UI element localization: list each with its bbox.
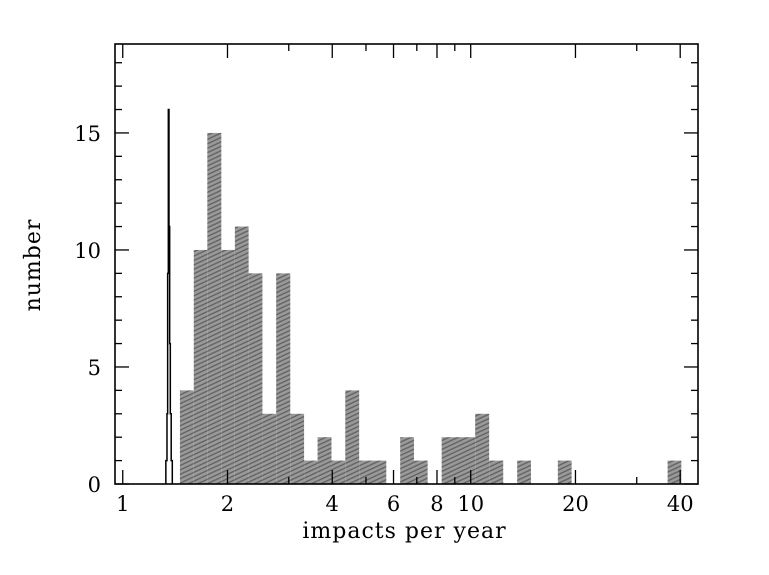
x-axis-title: impacts per year [302,519,506,544]
histogram-bar [413,460,428,484]
x-tick-label: 8 [430,492,443,516]
y-tick-label: 15 [74,122,101,146]
y-tick-label: 0 [88,473,101,497]
outline-histogram-line [165,108,174,484]
histogram-bar [517,460,531,484]
histogram-bar [489,460,504,484]
x-tick-label: 4 [326,492,339,516]
y-axis-title: number [21,219,46,312]
histogram-bar [276,273,291,484]
histogram-bar [179,390,194,484]
histogram-bar [207,132,222,485]
histogram-bar [234,226,249,484]
tick-labels: 1 2 4 6 8 10 20 40 0 5 10 15 [74,122,693,516]
histogram-bar [304,460,318,484]
x-tick-label: 2 [221,492,234,516]
histogram-bar [248,273,263,484]
x-tick-label: 10 [457,492,484,516]
outline-series [165,108,174,484]
histogram-bar [345,390,360,484]
histogram-bar [475,413,490,484]
histogram-bar [221,249,235,484]
y-tick-label: 5 [88,356,101,380]
histogram-bar [317,437,332,484]
x-tick-label: 1 [116,492,129,516]
x-tick-label: 20 [562,492,589,516]
histogram-bar [331,460,346,484]
y-tick-label: 10 [74,239,101,263]
plot-frame [114,43,699,485]
histogram-bar [441,437,476,484]
histogram-bar [290,413,305,484]
x-tick-label: 40 [667,492,694,516]
histogram-bar [359,460,387,484]
histogram-bar [557,460,572,484]
histogram-bar [262,413,277,484]
histogram-bar [400,437,414,484]
histogram-bar [193,249,208,484]
hatched-series [179,132,682,485]
x-tick-label: 6 [387,492,400,516]
axis-ticks [115,44,698,485]
histogram-bar [667,460,682,484]
